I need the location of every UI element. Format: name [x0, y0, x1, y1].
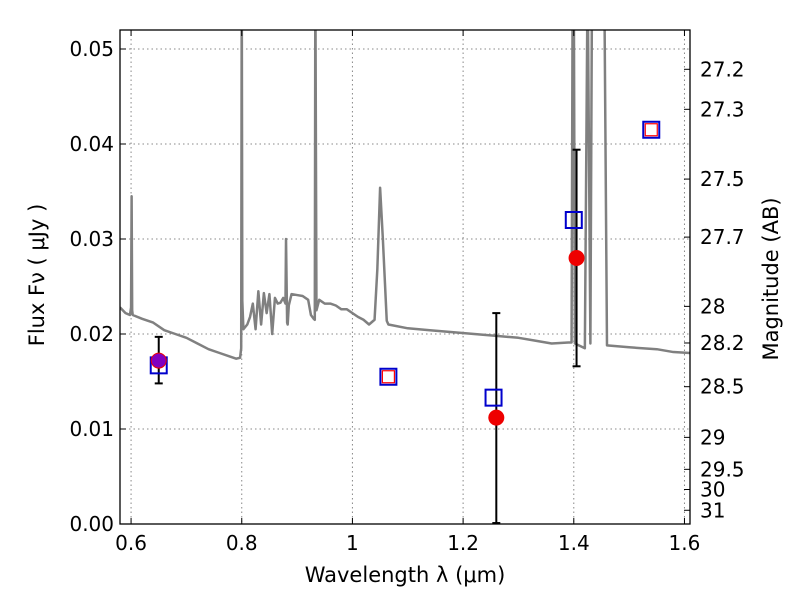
photometry-square-marker — [644, 123, 658, 137]
photometry-square-marker — [381, 370, 395, 384]
axis-ticks: 0.6 0.8 1 1.2 1.4 1.6 0.00 0.01 0.02 0.03 0.04 0.05… — [69, 30, 745, 555]
y-tick-label: 0.01 — [69, 417, 114, 441]
x-tick-label: 1.6 — [669, 531, 701, 555]
spectrum-line — [120, 30, 690, 360]
x-tick-label: 1.4 — [558, 531, 590, 555]
y2-tick-label: 28.5 — [700, 375, 745, 399]
x-tick-label: 0.6 — [115, 531, 147, 555]
photometry-square-marker — [642, 120, 661, 139]
y-tick-label: 0.04 — [69, 132, 114, 156]
photometry-square-marker — [484, 388, 503, 407]
y2-tick-label: 28 — [700, 294, 725, 318]
y2-tick-label: 29.5 — [700, 457, 745, 481]
x-tick-label: 1.2 — [447, 531, 479, 555]
y-tick-label: 0.03 — [69, 227, 114, 251]
y2-tick-label: 29 — [700, 425, 725, 449]
y2-tick-label: 30 — [700, 478, 725, 502]
plot-frame — [119, 29, 691, 525]
x-axis-label: Wavelength λ (μm) — [305, 563, 506, 587]
right-axis-label: Magnitude (AB) — [759, 197, 783, 360]
y2-tick-label: 31 — [700, 498, 725, 522]
y-tick-label: 0.05 — [69, 37, 114, 61]
y2-tick-label: 27.7 — [700, 225, 745, 249]
y2-tick-label: 27.5 — [700, 167, 745, 191]
plot-area — [120, 30, 690, 524]
y-axis-label: Flux Fν ( μJy ) — [25, 204, 49, 347]
x-tick-label: 0.8 — [226, 531, 258, 555]
y2-tick-label: 27.2 — [700, 57, 745, 81]
photometry-square-marker — [379, 367, 398, 386]
y-tick-label: 0.02 — [69, 322, 114, 346]
x-tick-label: 1 — [346, 531, 359, 555]
photometry-square-marker — [564, 211, 583, 229]
measured-flux-point — [568, 250, 585, 266]
y-tick-label: 0.00 — [69, 512, 114, 536]
measured-flux-point — [151, 353, 166, 368]
y2-tick-label: 28.2 — [700, 331, 745, 355]
y2-tick-label: 27.3 — [700, 97, 745, 121]
measured-flux-point — [488, 409, 505, 426]
